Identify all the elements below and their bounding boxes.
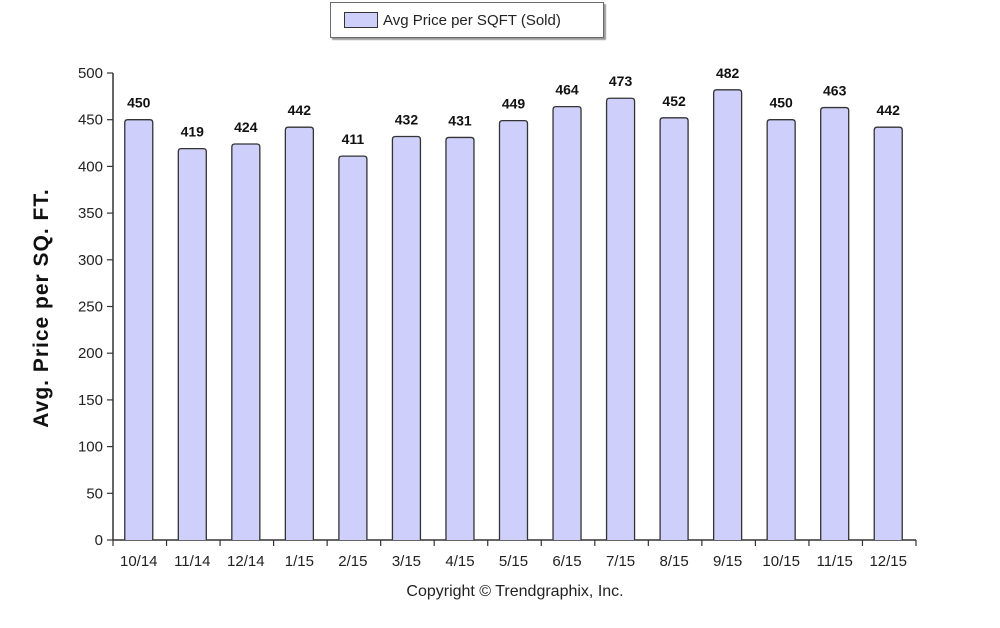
y-tick-label: 350 bbox=[78, 205, 103, 222]
bar bbox=[124, 119, 154, 540]
y-tick-label: 0 bbox=[95, 532, 103, 549]
y-tick-label: 150 bbox=[78, 392, 103, 409]
y-tick-label: 400 bbox=[78, 158, 103, 175]
bar-value-label: 442 bbox=[288, 102, 312, 118]
x-tick-label: 10/14 bbox=[120, 553, 158, 570]
bar bbox=[712, 89, 743, 540]
x-tick-label: 4/15 bbox=[445, 553, 474, 570]
bar-value-label: 442 bbox=[877, 102, 901, 118]
x-tick-label: 5/15 bbox=[499, 553, 528, 570]
bar bbox=[605, 97, 636, 540]
legend-label: Avg Price per SQFT (Sold) bbox=[383, 11, 561, 29]
bar-value-label: 431 bbox=[448, 112, 472, 128]
y-tick-label: 50 bbox=[86, 485, 103, 502]
bar-value-label: 424 bbox=[234, 119, 258, 135]
x-tick-label: 3/15 bbox=[392, 553, 421, 570]
bar bbox=[820, 106, 850, 540]
bar bbox=[338, 155, 368, 540]
legend: Avg Price per SQFT (Sold) bbox=[330, 2, 604, 38]
legend-swatch bbox=[344, 12, 378, 28]
y-tick-label: 500 bbox=[78, 65, 103, 82]
bar-value-label: 464 bbox=[555, 82, 579, 98]
y-tick-label: 200 bbox=[78, 345, 103, 362]
bar bbox=[231, 143, 261, 540]
bar-value-label: 473 bbox=[609, 73, 633, 89]
bar bbox=[391, 135, 422, 540]
x-tick-label: 9/15 bbox=[713, 553, 742, 570]
bar bbox=[284, 126, 315, 540]
bar-value-label: 419 bbox=[181, 124, 205, 140]
y-tick-label: 250 bbox=[78, 299, 103, 316]
bar-value-label: 450 bbox=[769, 95, 793, 111]
bar bbox=[552, 105, 582, 540]
y-tick-label: 300 bbox=[78, 252, 103, 269]
bar bbox=[445, 136, 475, 540]
x-tick-label: 12/14 bbox=[227, 553, 265, 570]
bar-value-label: 449 bbox=[502, 96, 526, 112]
bar-value-label: 463 bbox=[823, 83, 847, 99]
bar bbox=[177, 148, 207, 540]
bar bbox=[766, 119, 796, 540]
bar-value-label: 482 bbox=[716, 65, 740, 81]
copyright-footer: Copyright © Trendgraphix, Inc. bbox=[406, 583, 624, 600]
x-tick-label: 7/15 bbox=[606, 553, 635, 570]
bar bbox=[659, 117, 689, 540]
bar-value-label: 411 bbox=[342, 131, 365, 147]
x-tick-label: 12/15 bbox=[869, 553, 907, 570]
x-tick-label: 11/15 bbox=[816, 553, 852, 570]
bar-value-label: 452 bbox=[662, 93, 686, 109]
x-tick-label: 8/15 bbox=[659, 553, 688, 570]
bar-value-label: 432 bbox=[395, 112, 419, 128]
x-tick-label: 11/14 bbox=[174, 553, 210, 570]
x-tick-label: 1/15 bbox=[285, 553, 314, 570]
y-tick-label: 100 bbox=[78, 439, 103, 456]
bar bbox=[873, 126, 903, 540]
bar-value-label: 450 bbox=[127, 95, 151, 111]
y-tick-label: 450 bbox=[78, 112, 103, 129]
x-tick-label: 6/15 bbox=[552, 553, 581, 570]
bar bbox=[498, 119, 529, 540]
x-tick-label: 2/15 bbox=[338, 553, 367, 570]
x-tick-label: 10/15 bbox=[762, 553, 800, 570]
